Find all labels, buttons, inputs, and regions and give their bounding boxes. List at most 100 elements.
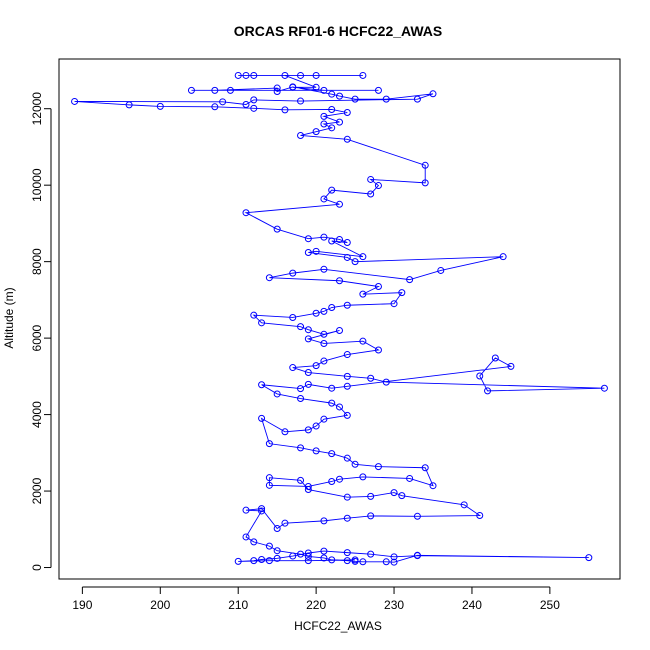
data-point [343, 411, 351, 419]
data-point [265, 474, 273, 482]
data-point [367, 175, 375, 183]
y-tick-label: 10000 [30, 168, 44, 202]
data-point [320, 547, 328, 555]
data-point [187, 86, 195, 94]
data-point [343, 549, 351, 557]
data-point [297, 385, 305, 393]
data-point [304, 369, 312, 377]
data-point [297, 323, 305, 331]
data-point [382, 558, 390, 566]
data-point [304, 335, 312, 343]
data-point [421, 464, 429, 472]
data-point [390, 300, 398, 308]
data-point [289, 83, 297, 91]
data-point [429, 482, 437, 490]
data-point [273, 88, 281, 95]
data-point [351, 556, 359, 564]
data-point [390, 489, 398, 497]
data-point [460, 501, 468, 509]
data-point [242, 101, 250, 108]
data-point [336, 235, 343, 243]
data-point [476, 512, 484, 520]
y-axis: 0 2000 4000 6000 8000 10000 12000 [30, 92, 52, 571]
data-point [71, 97, 79, 105]
data-point [304, 380, 312, 388]
data-point [398, 289, 406, 297]
data-point [359, 558, 367, 566]
data-point [320, 554, 328, 562]
data-point [336, 118, 343, 126]
data-point [437, 266, 445, 274]
data-point [382, 95, 390, 103]
data-point [320, 415, 328, 423]
data-point [343, 382, 351, 390]
data-point [406, 276, 414, 284]
data-point [265, 542, 273, 550]
data-point [491, 354, 499, 362]
data-point [289, 552, 297, 560]
data-point [320, 307, 328, 315]
data-point [359, 71, 367, 79]
data-point [359, 337, 367, 345]
data-point [258, 556, 266, 563]
data-point [421, 179, 429, 187]
data-point [359, 253, 367, 261]
data-point [328, 90, 336, 98]
x-tick-label: 210 [228, 598, 248, 612]
data-point [297, 131, 305, 139]
data-point [367, 190, 375, 198]
data-point [156, 102, 164, 110]
data-point [600, 384, 608, 392]
data-point [297, 444, 305, 452]
data-point [382, 378, 390, 386]
data-point [304, 235, 312, 243]
data-point [258, 507, 266, 515]
data-point [250, 96, 258, 104]
data-point [265, 481, 273, 489]
y-tick-label: 12000 [30, 92, 44, 126]
data-point [328, 124, 336, 132]
data-point [289, 364, 297, 372]
data-point [320, 120, 328, 128]
data-point [304, 326, 312, 334]
data-point [351, 460, 359, 468]
data-point [343, 351, 351, 359]
y-tick-label: 0 [30, 564, 44, 571]
data-point [312, 128, 320, 136]
data-point [242, 71, 250, 79]
data-point [336, 326, 343, 334]
data-point [585, 554, 593, 562]
data-point [250, 311, 258, 319]
data-point [374, 86, 382, 94]
data-point [234, 557, 242, 565]
data-point [328, 304, 336, 312]
data-point [320, 86, 328, 94]
data-point [234, 71, 242, 79]
data-point [359, 290, 367, 298]
data-point [343, 253, 351, 261]
data-point [304, 557, 312, 565]
x-tick-label: 230 [384, 598, 404, 612]
data-point [367, 512, 375, 520]
data-point [297, 395, 305, 403]
data-point [328, 105, 336, 113]
data-point [304, 248, 312, 256]
data-point [429, 90, 437, 98]
data-point [336, 475, 343, 483]
data-point [242, 209, 250, 217]
x-tick-label: 190 [72, 598, 92, 612]
data-point [265, 557, 273, 565]
data-point [320, 195, 328, 203]
data-point [398, 492, 406, 500]
data-point [320, 112, 328, 120]
data-point [476, 372, 484, 380]
data-point [320, 517, 328, 525]
data-point [343, 493, 351, 501]
data-point [421, 161, 429, 169]
data-point [273, 225, 281, 233]
data-point [258, 505, 266, 513]
data-point [211, 103, 219, 111]
data-point [328, 237, 336, 245]
data-point [312, 422, 320, 430]
